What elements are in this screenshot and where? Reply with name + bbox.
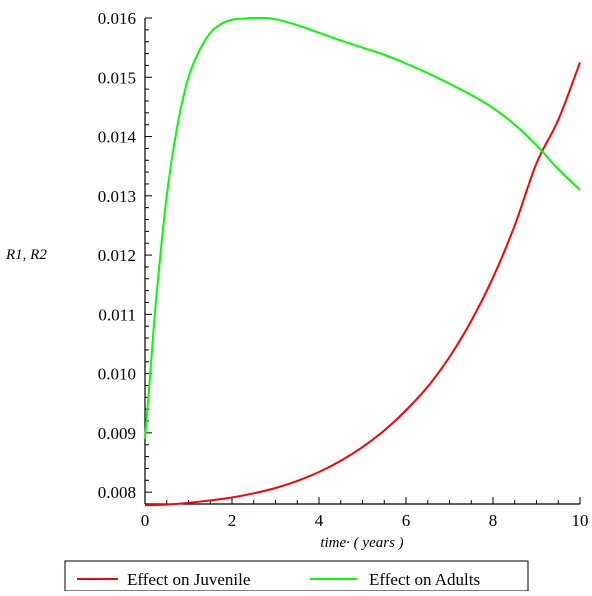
- y-tick-label: 0.013: [98, 187, 136, 206]
- legend-box: [64, 560, 529, 592]
- x-tick-label: 10: [572, 511, 589, 530]
- series-line-adults: [144, 16, 581, 439]
- x-tick-label: 8: [489, 511, 498, 530]
- x-tick-label: 2: [228, 511, 237, 530]
- x-tick-label: 6: [402, 511, 411, 530]
- y-tick-label: 0.010: [98, 365, 136, 384]
- axes: [144, 18, 580, 505]
- y-tick-label: 0.009: [98, 424, 136, 443]
- y-tick-label: 0.011: [98, 305, 136, 324]
- y-tick-label: 0.016: [98, 9, 136, 28]
- series: [144, 16, 581, 507]
- x-tick-label: 0: [141, 511, 150, 530]
- y-tick-label: 0.008: [98, 483, 136, 502]
- series-line-juvenile: [144, 62, 581, 507]
- ticks: 0 2 4 6 8 10 0.008 0.009 0.010 0.011 0.012 0.013 0.0…: [98, 9, 589, 530]
- legend-label-adults: Effect on Adults: [369, 570, 480, 589]
- y-tick-label: 0.015: [98, 68, 136, 87]
- x-tick-label: 4: [315, 511, 324, 530]
- y-tick-label: 0.014: [98, 128, 137, 147]
- y-axis-label: R1, R2: [5, 247, 47, 263]
- legend-label-juvenile: Effect on Juvenile: [127, 570, 250, 589]
- x-axis-label: time· ( years ): [320, 535, 403, 551]
- y-tick-label: 0.012: [98, 246, 136, 265]
- legend: Effect on Juvenile Effect on Adults: [64, 560, 529, 592]
